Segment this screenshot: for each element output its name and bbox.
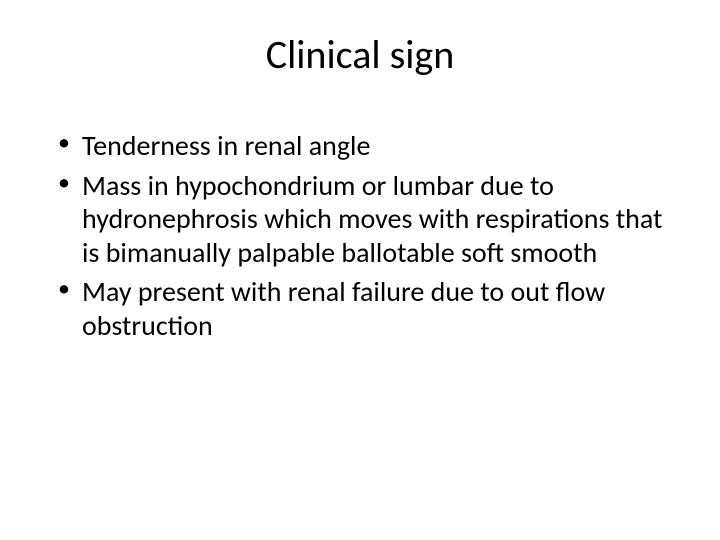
bullet-item: May present with renal failure due to ou… (64, 275, 680, 342)
bullet-item: Tenderness in renal angle (64, 129, 680, 163)
slide-title: Clinical sign (40, 30, 680, 79)
slide-container: Clinical sign Tenderness in renal angle … (0, 0, 720, 540)
bullet-list: Tenderness in renal angle Mass in hypoch… (40, 129, 680, 343)
bullet-item: Mass in hypochondrium or lumbar due to h… (64, 169, 680, 270)
